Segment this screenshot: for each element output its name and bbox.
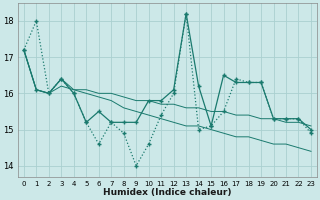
X-axis label: Humidex (Indice chaleur): Humidex (Indice chaleur) xyxy=(103,188,232,197)
